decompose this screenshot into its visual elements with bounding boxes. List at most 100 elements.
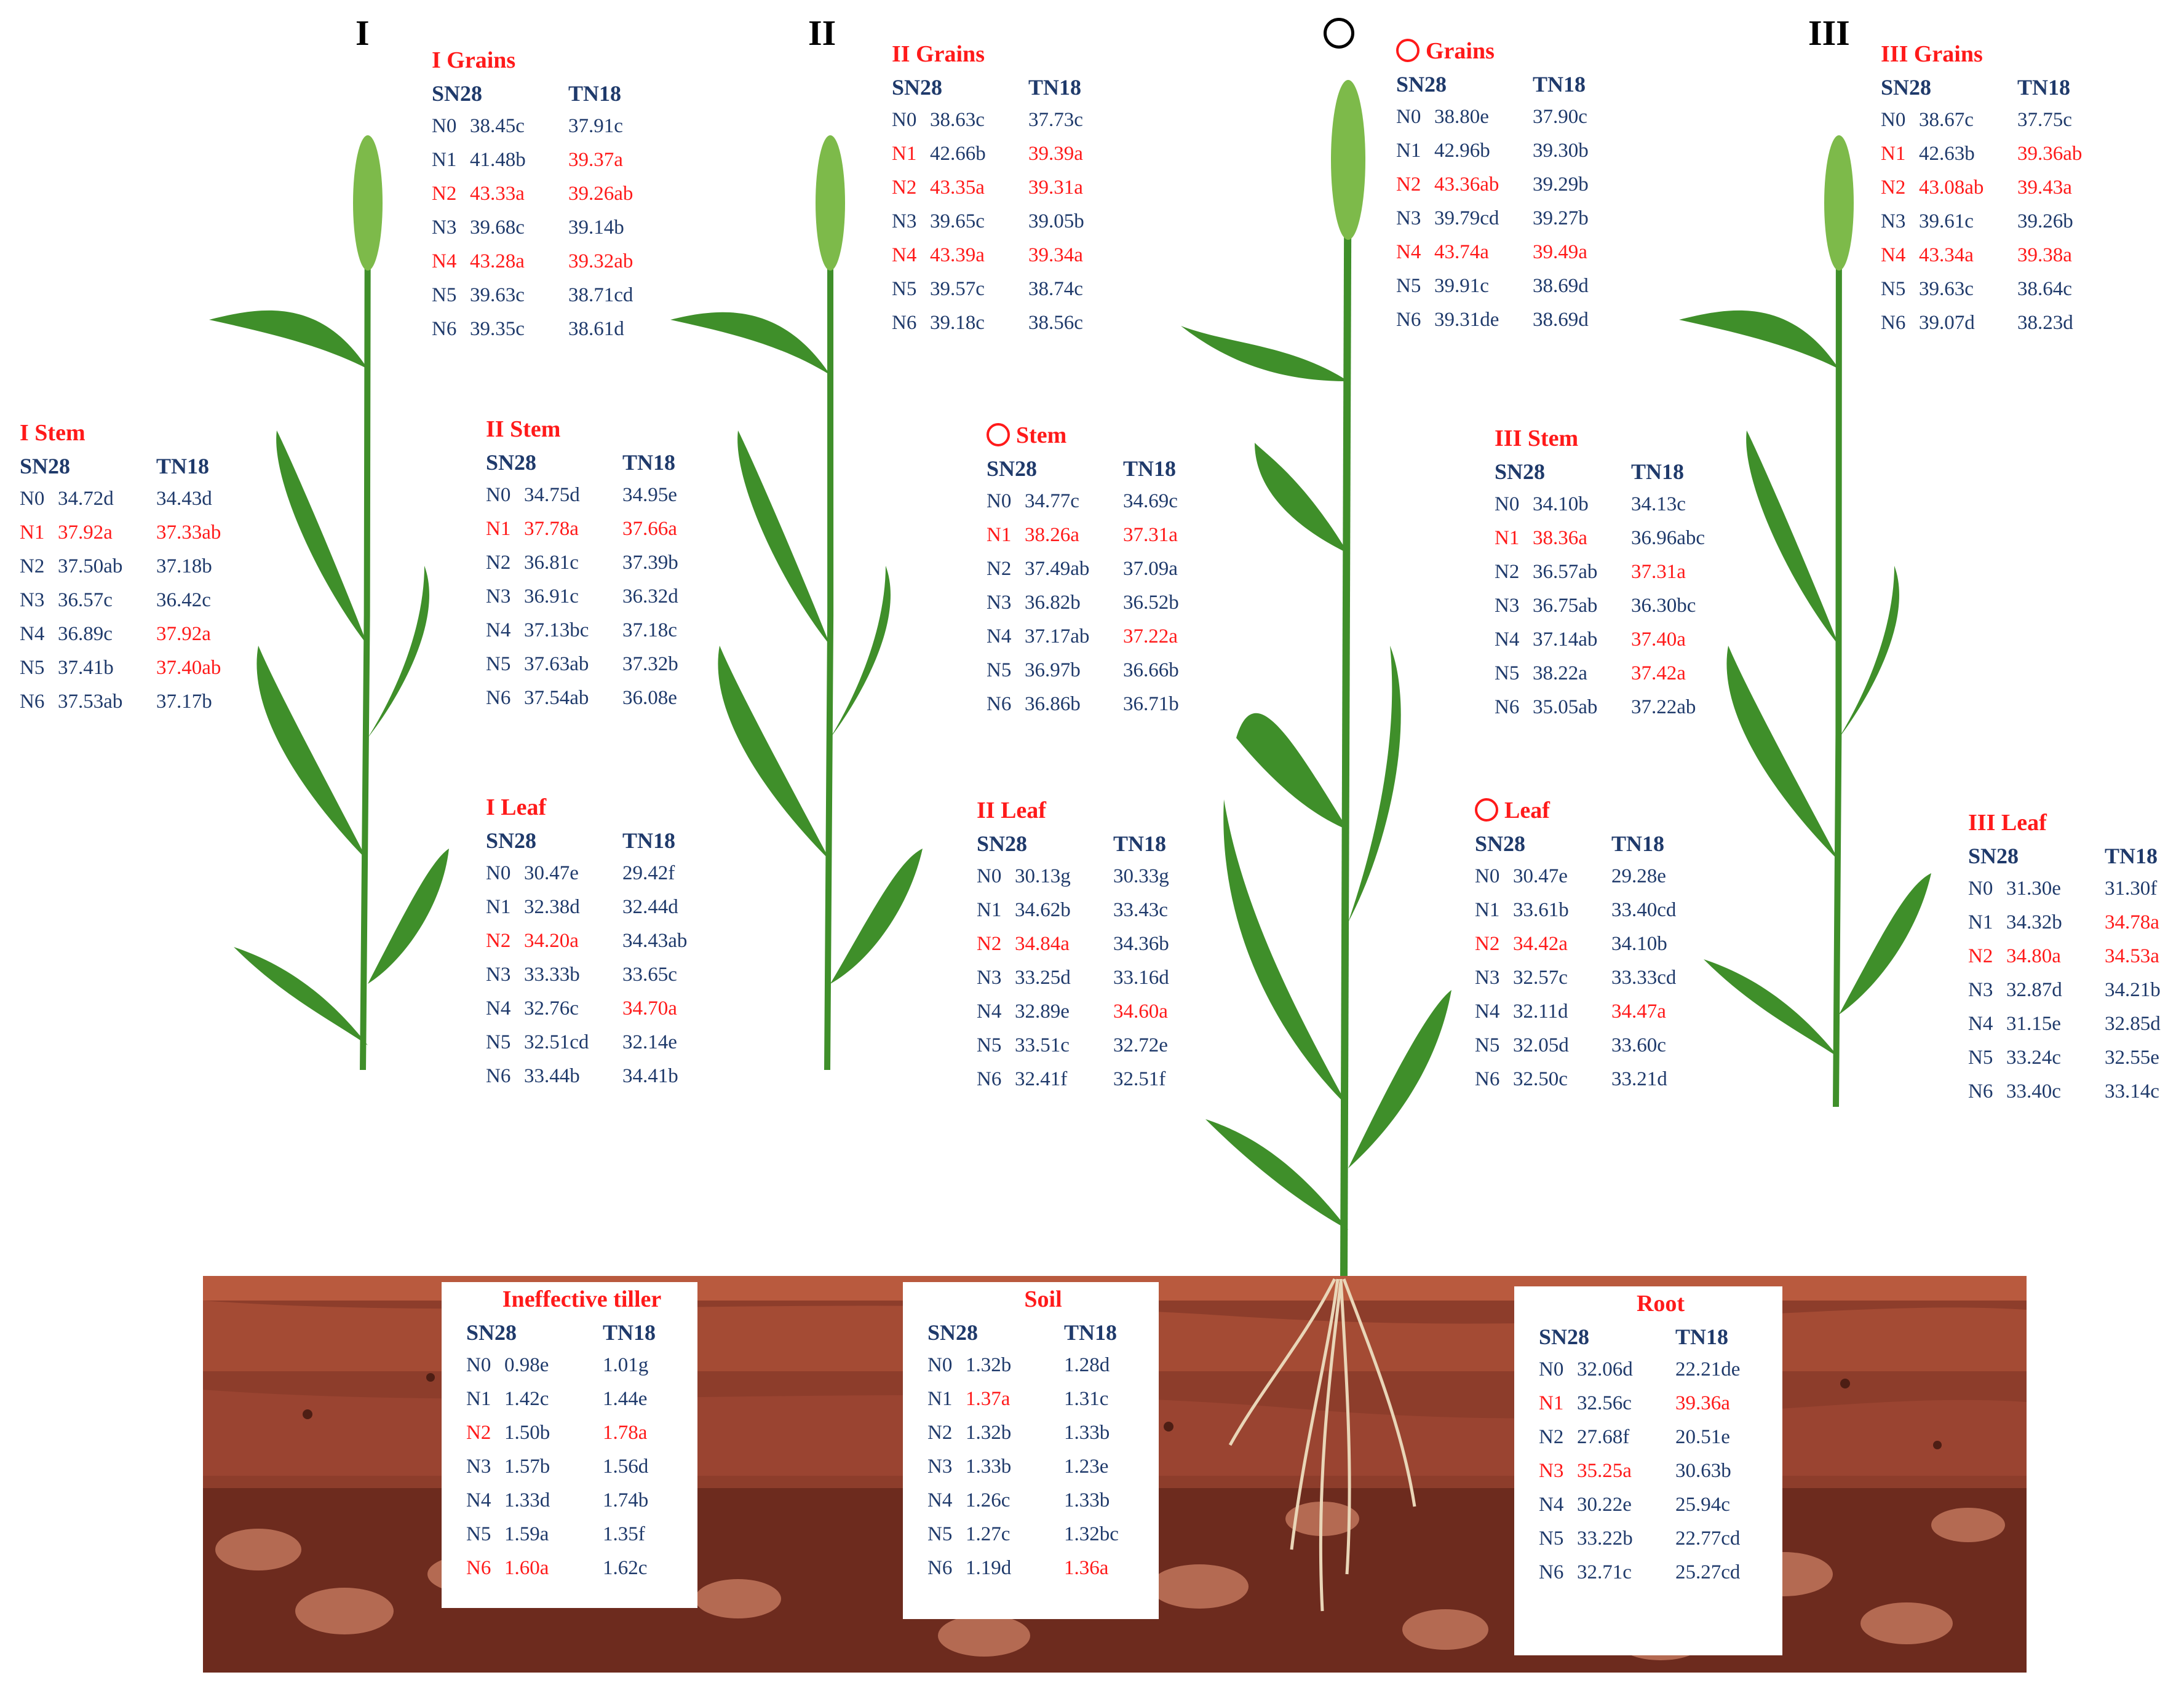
value-sn28: 37.53ab: [58, 691, 123, 713]
column-header-tn18: TN18: [1064, 1320, 1118, 1345]
value-sn28: 38.63c: [930, 109, 985, 131]
value-tn18: 37.39b: [622, 552, 678, 574]
circle-icon: [1324, 18, 1354, 49]
value-sn28: 37.13bc: [524, 619, 589, 641]
treatment-label: N5: [977, 1034, 1002, 1056]
column-header-sn28: SN28: [1396, 72, 1447, 97]
box-soil: Soil SN28 TN18 N0 1.32b 1.28d N1 1.37a 1.31c N2 1.…: [903, 1282, 1159, 1619]
treatment-label: N2: [466, 1422, 491, 1444]
treatment-label: N5: [892, 278, 917, 300]
value-tn18: 32.14e: [622, 1031, 677, 1053]
value-sn28: 32.89e: [1015, 1000, 1070, 1023]
data-row: N0 31.30e 31.30f: [1968, 872, 2161, 906]
treatment-label: N6: [987, 693, 1012, 715]
data-row: N4 32.89e 34.60a: [977, 995, 1169, 1029]
value-sn28: 35.25a: [1577, 1460, 1632, 1482]
column-header-tn18: TN18: [1675, 1325, 1729, 1349]
value-sn28: 36.81c: [524, 552, 579, 574]
treatment-label: N3: [466, 1455, 491, 1478]
value-sn28: 37.54ab: [524, 687, 589, 709]
value-sn28: 32.76c: [524, 997, 579, 1020]
value-tn18: 33.60c: [1611, 1034, 1666, 1056]
data-row: N5 39.91c 38.69d: [1396, 269, 1589, 303]
value-tn18: 22.77cd: [1675, 1527, 1741, 1550]
data-row: N0 38.80e 37.90c: [1396, 100, 1589, 134]
stage-label-2: II: [808, 13, 836, 53]
column-header-tn18: TN18: [1113, 831, 1167, 856]
value-tn18: 1.33b: [1064, 1422, 1110, 1444]
column-header-sn28: SN28: [977, 831, 1028, 856]
data-row: N2 43.36ab 39.29b: [1396, 168, 1589, 202]
treatment-label: N6: [486, 687, 511, 709]
value-tn18: 39.14b: [568, 216, 624, 239]
data-row: N6 39.35c 38.61d: [432, 312, 633, 346]
value-tn18: 34.43d: [156, 488, 212, 510]
value-sn28: 36.75ab: [1533, 595, 1598, 617]
data-row: N3 39.65c 39.05b: [892, 205, 1084, 239]
value-sn28: 34.42a: [1513, 933, 1568, 955]
column-header-tn18: TN18: [2105, 844, 2158, 868]
treatment-label: N4: [432, 250, 457, 272]
data-row: N2 43.33a 39.26ab: [432, 177, 633, 211]
column-header-sn28: SN28: [892, 75, 943, 100]
circle-icon: [987, 423, 1010, 447]
value-tn18: 1.32bc: [1064, 1523, 1119, 1545]
treatment-label: N3: [892, 210, 917, 232]
treatment-label: N2: [1495, 561, 1520, 583]
data-row: N6 37.53ab 37.17b: [20, 685, 221, 719]
block-title-text: I Stem: [20, 420, 85, 446]
block-title-text: II Grains: [892, 41, 985, 67]
treatment-label: N6: [466, 1557, 491, 1579]
treatment-label: N4: [486, 997, 511, 1020]
value-sn28: 1.60a: [504, 1557, 549, 1579]
treatment-label: N1: [1475, 899, 1500, 921]
treatment-label: N1: [1539, 1392, 1564, 1414]
value-tn18: 39.30b: [1533, 140, 1589, 162]
value-tn18: 32.72e: [1113, 1034, 1168, 1056]
value-sn28: 43.33a: [470, 183, 525, 205]
data-row: N4 32.11d 34.47a: [1475, 995, 1676, 1029]
data-row: N5 39.63c 38.64c: [1881, 272, 2082, 306]
data-row: N1 38.36a 36.96abc: [1495, 521, 1705, 555]
block-title-text: Soil: [1024, 1286, 1062, 1312]
value-sn28: 1.42c: [504, 1388, 549, 1410]
treatment-label: N2: [1539, 1426, 1564, 1448]
data-row: N6 32.71c 25.27cd: [1539, 1556, 1782, 1590]
data-row: N0 38.63c 37.73c: [892, 103, 1084, 137]
value-tn18: 1.33b: [1064, 1489, 1110, 1511]
value-sn28: 37.14ab: [1533, 628, 1598, 651]
value-tn18: 39.39a: [1028, 143, 1083, 165]
column-header-tn18: TN18: [1028, 75, 1082, 100]
value-sn28: 36.89c: [58, 623, 113, 645]
value-sn28: 30.22e: [1577, 1494, 1632, 1516]
treatment-label: N1: [892, 143, 917, 165]
block-title-text: Stem: [1016, 422, 1067, 448]
value-sn28: 1.26c: [966, 1489, 1011, 1511]
value-sn28: 33.22b: [1577, 1527, 1633, 1550]
value-tn18: 32.44d: [622, 896, 678, 918]
wheat-plant-4: [1679, 135, 1931, 1107]
value-sn28: 33.61b: [1513, 899, 1569, 921]
value-sn28: 1.19d: [966, 1557, 1012, 1579]
block-title-text: Ineffective tiller: [502, 1286, 662, 1312]
treatment-label: N3: [1396, 207, 1421, 229]
data-row: N4 1.26c 1.33b: [927, 1484, 1159, 1518]
data-row: N3 39.61c 39.26b: [1881, 205, 2082, 239]
value-sn28: 34.84a: [1015, 933, 1070, 955]
treatment-label: N0: [20, 488, 45, 510]
value-tn18: 36.52b: [1123, 592, 1179, 614]
value-sn28: 32.71c: [1577, 1561, 1632, 1583]
column-headers: SN28 TN18: [927, 1317, 1159, 1348]
value-sn28: 43.35a: [930, 176, 985, 199]
column-headers: SN28 TN18: [1396, 68, 1589, 100]
value-sn28: 1.33d: [504, 1489, 550, 1511]
column-header-sn28: SN28: [432, 81, 483, 106]
block-i-leaf: I Leaf SN28 TN18 N0 30.47e 29.42f N1 32.38d 32.4…: [486, 790, 687, 1093]
data-row: N2 1.50b 1.78a: [466, 1416, 697, 1450]
value-sn28: 33.51c: [1015, 1034, 1070, 1056]
data-row: N0 0.98e 1.01g: [466, 1348, 697, 1382]
block-title: III Grains: [1881, 37, 2082, 71]
treatment-label: N6: [1881, 312, 1906, 334]
value-tn18: 34.10b: [1611, 933, 1667, 955]
value-tn18: 37.42a: [1631, 662, 1686, 684]
